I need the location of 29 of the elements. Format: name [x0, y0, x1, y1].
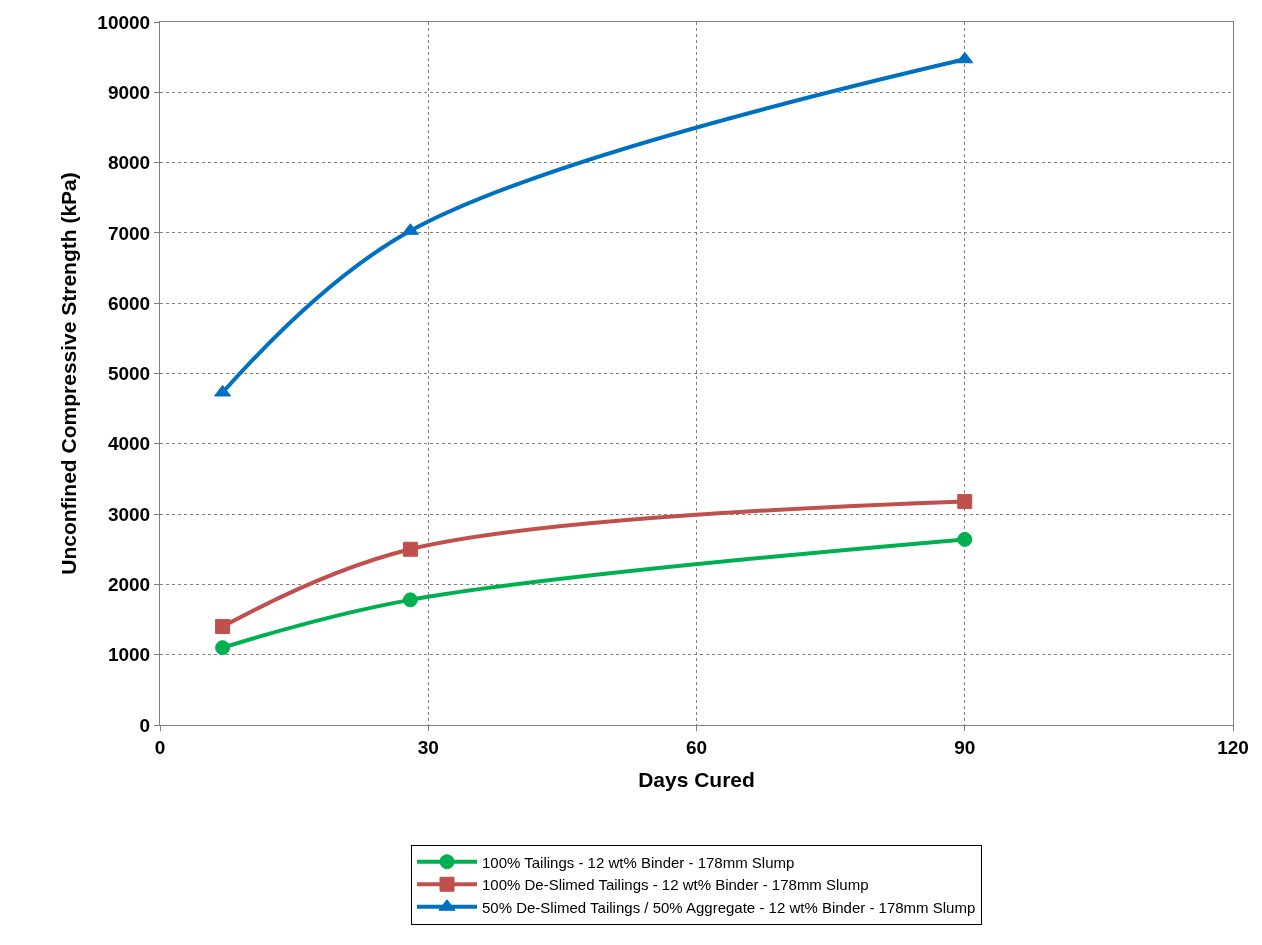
x-tick-label: 60 — [685, 736, 708, 758]
x-axis-title: Days Cured — [638, 768, 755, 791]
point — [402, 541, 418, 557]
x-tick-label: 120 — [1217, 736, 1249, 758]
y-tick-label: 4000 — [107, 433, 151, 455]
point — [956, 51, 974, 64]
y-tick-label: 2000 — [107, 574, 151, 596]
y-tick-label: 10000 — [97, 11, 151, 33]
legend-label: 50% De-Slimed Tailings / 50% Aggregate - 12 wt% Binder - 178mm Slump — [482, 898, 976, 916]
point — [957, 493, 973, 509]
x-tick-label: 0 — [154, 736, 166, 758]
point — [402, 592, 418, 608]
y-axis-title: Unconfined Compressive Strength (kPa) — [56, 172, 80, 575]
point — [215, 640, 231, 656]
y-tick-label: 3000 — [107, 503, 151, 525]
y-tick-label: 7000 — [107, 222, 151, 244]
legend-label: 100% Tailings - 12 wt% Binder - 178mm Slump — [482, 853, 795, 871]
y-tick-label: 6000 — [107, 292, 151, 314]
y-tick-label: 9000 — [107, 81, 151, 103]
x-tick-label: 30 — [417, 736, 439, 758]
y-tick-label: 1000 — [107, 644, 151, 666]
legend-label: 100% De-Slimed Tailings - 12 wt% Binder - 178mm Slump — [482, 876, 869, 894]
point — [214, 384, 232, 397]
y-tick-label: 0 — [139, 714, 151, 736]
x-tick-label: 90 — [954, 736, 976, 758]
y-tick-label: 5000 — [107, 363, 151, 385]
point — [215, 619, 231, 635]
point — [957, 531, 973, 547]
y-tick-label: 8000 — [107, 152, 151, 174]
